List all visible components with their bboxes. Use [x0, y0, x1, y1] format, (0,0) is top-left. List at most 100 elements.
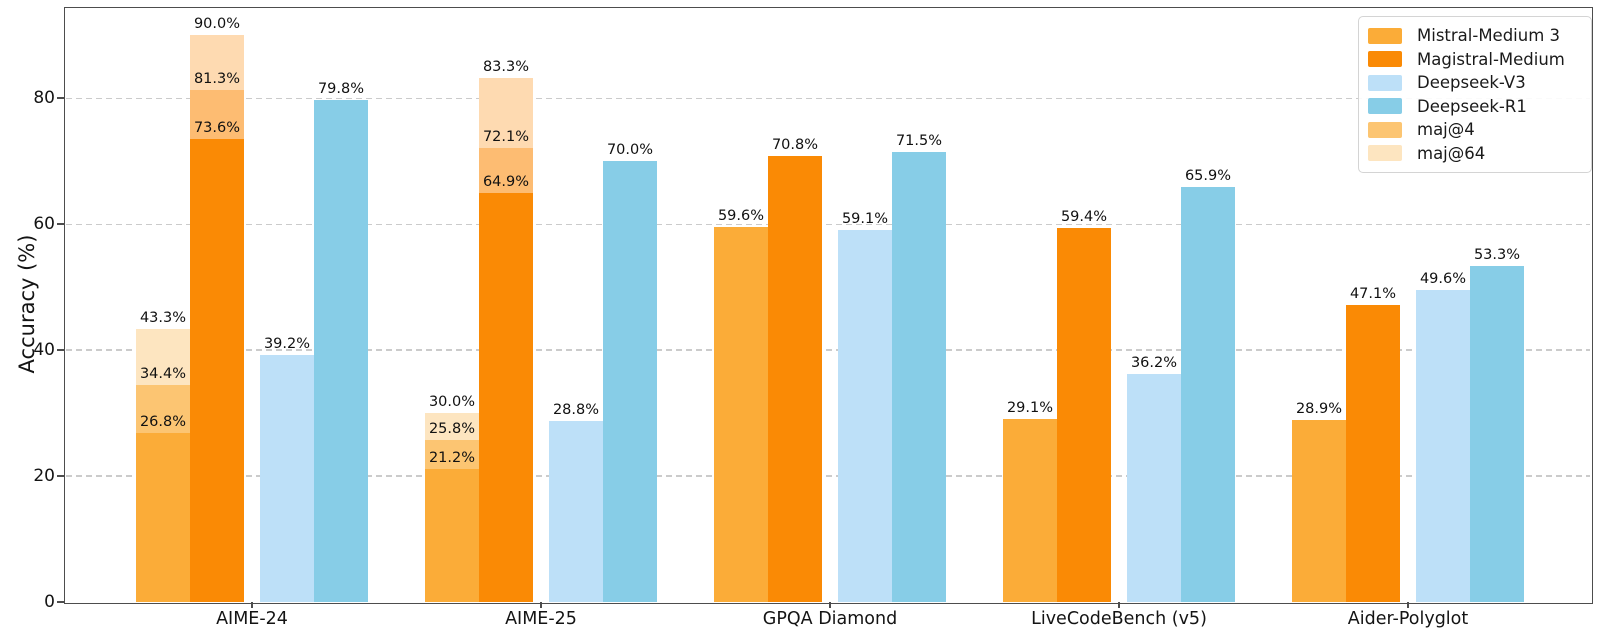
bar-segment-maj4 — [425, 439, 479, 469]
value-label: 65.9% — [1184, 168, 1232, 185]
value-label: 71.5% — [895, 132, 943, 149]
x-tick-label: AIME-24 — [216, 609, 288, 629]
x-tick-mark — [1118, 602, 1120, 608]
y-tick-label: 20 — [33, 466, 55, 487]
value-label: 49.6% — [1419, 270, 1467, 287]
y-tick-mark — [57, 475, 64, 478]
value-label: 28.9% — [1295, 401, 1343, 418]
legend-label: maj@64 — [1417, 143, 1486, 163]
value-label: 39.2% — [263, 336, 311, 353]
bar-deepseek-r1 — [892, 151, 946, 602]
y-tick-label: 0 — [44, 592, 55, 612]
value-label: 90.0% — [193, 16, 241, 33]
bar-segment-maj4 — [190, 90, 244, 139]
legend-item: maj@64 — [1368, 142, 1583, 166]
bar-deepseek-v3 — [838, 229, 892, 602]
value-label: 21.2% — [428, 449, 476, 466]
legend-swatch — [1368, 98, 1402, 115]
bar-magistral-medium — [768, 156, 822, 602]
x-tick-label: LiveCodeBench (v5) — [1031, 609, 1207, 629]
gridline — [66, 223, 1590, 225]
bar-segment-maj4 — [136, 385, 190, 434]
y-tick-mark — [57, 349, 64, 352]
legend-swatch — [1368, 145, 1402, 162]
value-label: 36.2% — [1130, 355, 1178, 372]
gridline — [66, 475, 1590, 477]
y-tick-mark — [57, 97, 64, 100]
bar-magistral-medium — [1346, 305, 1400, 602]
bar-magistral-medium — [190, 138, 244, 602]
value-label: 81.3% — [193, 71, 241, 88]
bar-mistral-medium-3 — [1003, 418, 1057, 602]
bar-mistral-medium-3 — [1292, 420, 1346, 602]
bar-mistral-medium-3 — [425, 468, 479, 602]
legend-swatch — [1368, 74, 1402, 91]
value-label: 59.4% — [1060, 209, 1108, 225]
x-tick-mark — [829, 602, 831, 608]
bar-deepseek-v3 — [549, 420, 603, 602]
value-label: 47.1% — [1349, 286, 1397, 303]
value-label: 59.6% — [717, 207, 765, 224]
bar-mistral-medium-3 — [714, 226, 768, 602]
x-tick-mark — [540, 602, 542, 608]
x-tick-label: GPQA Diamond — [762, 609, 898, 629]
bar-deepseek-r1 — [314, 99, 368, 602]
legend-swatch — [1368, 121, 1402, 138]
legend-label: Mistral-Medium 3 — [1417, 26, 1561, 46]
value-label: 70.0% — [606, 142, 654, 159]
bar-mistral-medium-3 — [136, 433, 190, 602]
x-tick-mark — [1407, 602, 1409, 608]
bar-deepseek-v3 — [260, 355, 314, 602]
bar-deepseek-r1 — [1181, 187, 1235, 602]
bar-segment-maj64 — [190, 35, 244, 91]
y-tick-label: 40 — [33, 340, 55, 361]
legend-label: Deepseek-R1 — [1417, 96, 1527, 116]
bar-magistral-medium — [1057, 228, 1111, 602]
value-label: 30.0% — [428, 394, 476, 411]
legend-label: maj@4 — [1417, 120, 1475, 140]
value-label: 34.4% — [139, 366, 187, 383]
value-label: 25.8% — [428, 420, 476, 437]
value-label: 73.6% — [193, 119, 241, 136]
legend: Mistral-Medium 3 Magistral-Medium Deepseek… — [1358, 16, 1592, 173]
bar-deepseek-v3 — [1127, 374, 1181, 602]
bar-segment-maj4 — [479, 148, 533, 194]
gridline — [66, 349, 1590, 351]
x-tick-label: AIME-25 — [505, 609, 577, 629]
legend-label: Deepseek-V3 — [1417, 73, 1526, 93]
bar-deepseek-r1 — [1470, 266, 1524, 602]
value-label: 53.3% — [1473, 247, 1521, 264]
bar-deepseek-v3 — [1416, 289, 1470, 602]
value-label: 72.1% — [482, 129, 530, 146]
y-tick-label: 80 — [33, 88, 55, 109]
value-label: 59.1% — [841, 210, 889, 227]
legend-item: Deepseek-R1 — [1368, 95, 1583, 119]
y-tick-mark — [57, 223, 64, 226]
x-tick-mark — [251, 602, 253, 608]
bar-magistral-medium — [479, 193, 533, 602]
y-tick-mark — [57, 601, 64, 603]
bar-deepseek-r1 — [603, 161, 657, 602]
value-label: 43.3% — [139, 310, 187, 327]
value-label: 79.8% — [317, 80, 365, 97]
legend-item: Mistral-Medium 3 — [1368, 24, 1583, 48]
value-label: 28.8% — [552, 401, 600, 418]
bar-segment-maj64 — [479, 77, 533, 149]
value-label: 26.8% — [139, 414, 187, 431]
legend-item: maj@4 — [1368, 118, 1583, 142]
value-label: 29.1% — [1006, 399, 1054, 416]
legend-item: Deepseek-V3 — [1368, 71, 1583, 95]
x-tick-label: Aider-Polyglot — [1347, 609, 1469, 629]
bar-segment-maj64 — [136, 329, 190, 386]
legend-item: Magistral-Medium — [1368, 48, 1583, 72]
bar-segment-maj64 — [425, 413, 479, 440]
value-label: 70.8% — [771, 137, 819, 154]
gridline — [66, 97, 1590, 99]
y-tick-label: 60 — [33, 214, 55, 235]
legend-swatch — [1368, 27, 1402, 44]
value-label: 64.9% — [482, 174, 530, 191]
legend-swatch — [1368, 51, 1402, 68]
legend-label: Magistral-Medium — [1417, 49, 1565, 69]
value-label: 83.3% — [482, 58, 530, 75]
